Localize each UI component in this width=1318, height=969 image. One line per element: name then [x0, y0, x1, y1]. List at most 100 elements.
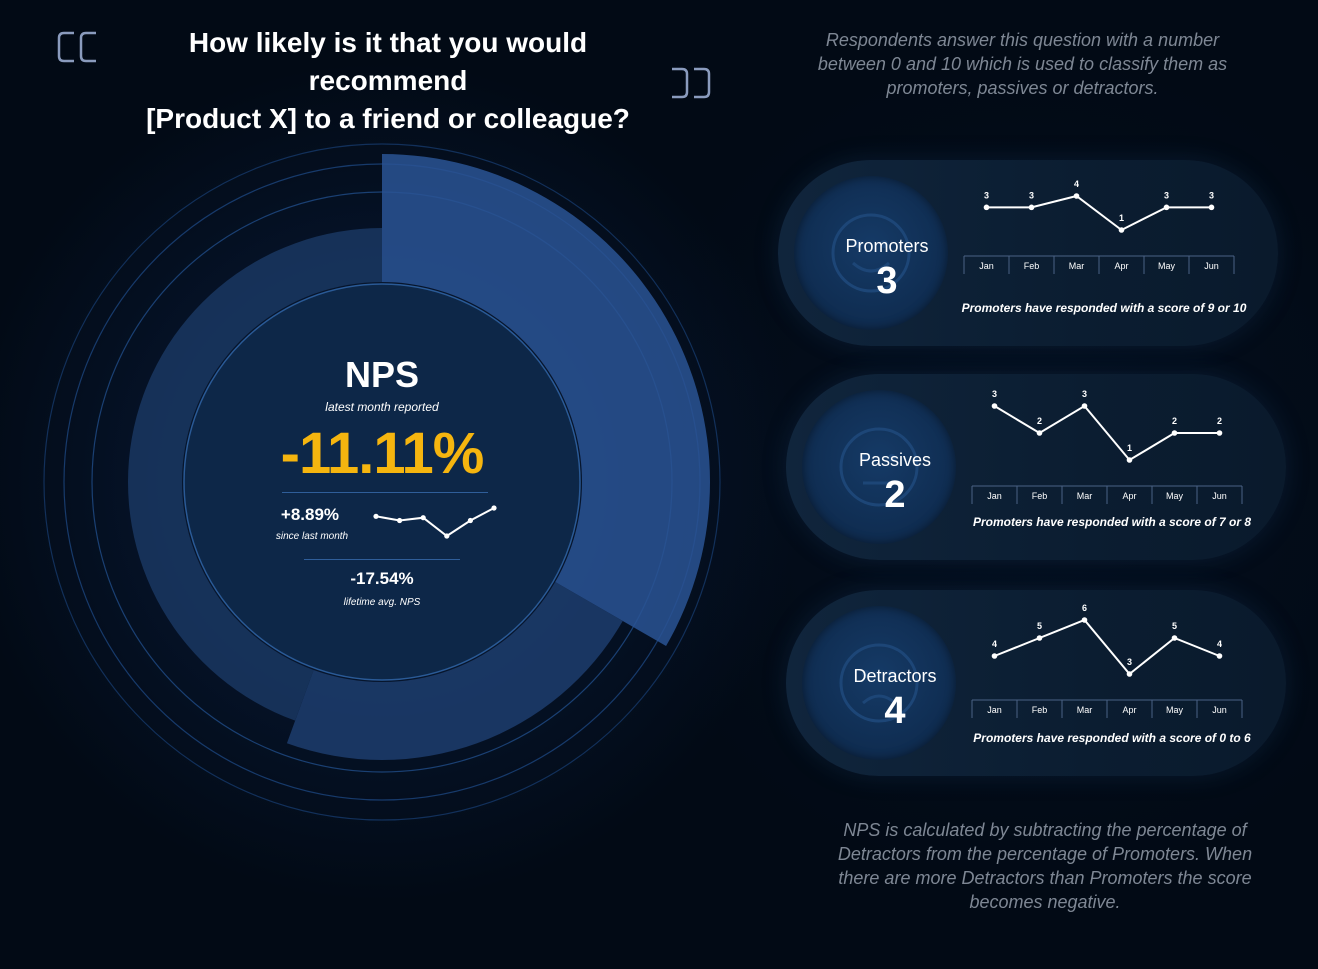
data-label: 4 — [992, 639, 997, 649]
detractors-ring-segment — [127, 228, 382, 721]
data-point — [1216, 653, 1223, 659]
data-point — [1208, 204, 1215, 211]
data-label: 3 — [1029, 190, 1034, 200]
nps-divider-top — [282, 492, 488, 493]
nps-trend-point — [397, 517, 403, 524]
promoters-card: Promoters 3 Jan Feb Mar Apr May Jun 3 3 4 1 3 3 Pro… — [778, 160, 1278, 346]
sad-face-icon — [839, 643, 919, 723]
x-tick-label: Jun — [1212, 491, 1227, 501]
x-tick-label: Mar — [1077, 705, 1093, 715]
data-label: 4 — [1217, 639, 1222, 649]
data-point — [983, 204, 990, 211]
promoters-ring-segment — [382, 154, 710, 646]
data-label: 3 — [1127, 657, 1132, 667]
survey-question: How likely is it that you would recommen… — [108, 24, 668, 138]
data-point — [1163, 204, 1170, 211]
detractors-count: 4 — [884, 690, 906, 732]
promoters-trend-chart: Jan Feb Mar Apr May Jun 3 3 4 1 3 3 — [963, 179, 1235, 274]
x-tick-label: Jan — [987, 491, 1002, 501]
donut-center — [183, 283, 581, 681]
promoters-badge: Promoters 3 — [794, 176, 948, 330]
data-point — [1126, 671, 1133, 677]
data-point — [1171, 430, 1178, 436]
data-label: 3 — [1164, 190, 1169, 200]
passives-badge: Passives 2 — [802, 390, 956, 544]
data-point — [991, 403, 998, 409]
open-quote-icon — [57, 31, 96, 63]
nps-trend-point — [467, 517, 473, 524]
promoters-label: Promoters — [845, 236, 929, 256]
passives-trend-chart: Jan Feb Mar Apr May Jun 3 2 3 1 2 2 — [971, 389, 1243, 504]
data-label: 4 — [1074, 179, 1079, 189]
x-tick-label: May — [1166, 491, 1184, 501]
data-point — [1171, 635, 1178, 641]
data-point — [1081, 403, 1088, 409]
data-label: 3 — [1082, 389, 1087, 399]
passives-ring-segment — [286, 582, 623, 760]
data-label: 2 — [1172, 416, 1177, 426]
data-label: 3 — [984, 190, 989, 200]
data-point — [1216, 430, 1223, 436]
nps-trend-point — [420, 515, 426, 521]
x-tick-label: Jan — [979, 261, 994, 271]
x-tick-label: Apr — [1114, 261, 1128, 271]
close-quote-icon — [672, 67, 711, 99]
detractors-badge: Detractors 4 — [802, 606, 956, 760]
nps-trend-sparkline — [373, 505, 497, 539]
detractors-label: Detractors — [853, 666, 937, 686]
question-line-2: [Product X] to a friend or colleague? — [146, 103, 630, 134]
nps-trend-point — [491, 505, 497, 511]
data-label: 6 — [1082, 603, 1087, 613]
nps-trend-line — [375, 507, 495, 538]
passives-label: Passives — [858, 450, 932, 470]
x-tick-label: Jun — [1204, 261, 1219, 271]
data-label: 3 — [992, 389, 997, 399]
data-label: 1 — [1119, 213, 1124, 223]
x-tick-label: Mar — [1077, 491, 1093, 501]
nps-title: NPS — [344, 354, 420, 395]
passives-count: 2 — [884, 474, 906, 516]
x-tick-label: May — [1166, 705, 1184, 715]
x-tick-label: Apr — [1122, 491, 1136, 501]
promoters-note: Promoters have responded with a score of… — [961, 301, 1247, 315]
detractors-card: Detractors 4 Jan Feb Mar Apr May Jun 4 5 6 3 5 4 Pr… — [786, 590, 1286, 776]
nps-donut-chart — [43, 143, 721, 821]
series-line — [993, 404, 1220, 462]
data-label: 3 — [1209, 190, 1214, 200]
nps-change-label: since last month — [275, 531, 349, 542]
x-tick-label: Feb — [1032, 491, 1048, 501]
data-point — [1126, 457, 1133, 463]
passives-card: Passives 2 Jan Feb Mar Apr May Jun 3 2 3 1 2 2 Prom… — [786, 374, 1286, 560]
footer-note: NPS is calculated by subtracting the per… — [837, 820, 1253, 912]
x-tick-label: Mar — [1069, 261, 1085, 271]
detractors-note: Promoters have responded with a score of… — [973, 731, 1251, 745]
data-label: 5 — [1037, 621, 1042, 631]
nps-trend-point — [444, 533, 450, 539]
data-label: 2 — [1037, 416, 1042, 426]
question-line-1: How likely is it that you would recommen… — [188, 27, 588, 96]
detractors-trend-chart: Jan Feb Mar Apr May Jun 4 5 6 3 5 4 — [971, 603, 1243, 718]
nps-value: -11.11% — [280, 421, 485, 486]
lifetime-nps-label: lifetime avg. NPS — [343, 597, 421, 608]
nps-change-value: +8.89% — [280, 505, 340, 524]
series-line — [986, 194, 1212, 232]
data-point — [1118, 227, 1125, 233]
happy-face-icon — [831, 213, 911, 293]
data-point — [1036, 430, 1043, 436]
donut-guide-ring — [43, 143, 721, 821]
series-line — [994, 618, 1220, 676]
nps-divider-bottom — [304, 559, 460, 560]
neutral-face-icon — [839, 427, 919, 507]
lifetime-nps-value: -17.54% — [350, 569, 414, 588]
data-point — [1028, 204, 1035, 211]
x-tick-label: Jan — [987, 705, 1002, 715]
data-label: 2 — [1217, 416, 1222, 426]
intro-text: Respondents answer this question with a … — [817, 30, 1228, 98]
x-tick-label: Feb — [1024, 261, 1040, 271]
data-point — [991, 653, 998, 659]
x-tick-label: Feb — [1032, 705, 1048, 715]
data-label: 5 — [1172, 621, 1177, 631]
passives-note: Promoters have responded with a score of… — [972, 515, 1252, 529]
data-point — [1073, 193, 1080, 199]
promoters-count: 3 — [876, 260, 898, 302]
